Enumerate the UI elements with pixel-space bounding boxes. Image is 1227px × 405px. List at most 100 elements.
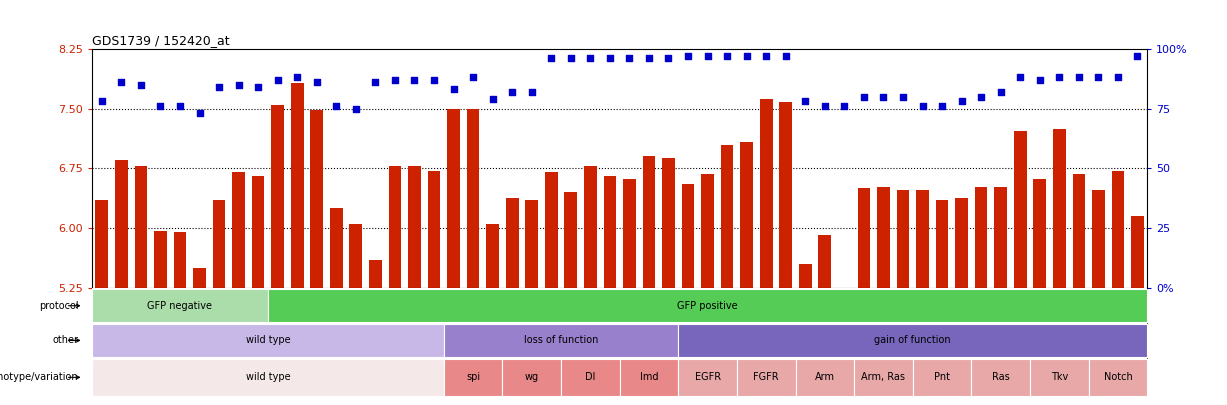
Bar <box>799 264 811 405</box>
Point <box>267 77 287 83</box>
Point <box>1069 74 1088 81</box>
Point <box>775 53 795 59</box>
Bar <box>291 83 303 405</box>
Bar <box>212 200 226 405</box>
Bar <box>271 104 283 405</box>
Bar <box>1092 190 1104 405</box>
Bar <box>369 260 382 405</box>
Text: Arm: Arm <box>815 372 834 382</box>
Point <box>366 79 385 85</box>
Bar <box>232 173 245 405</box>
Bar <box>350 224 362 405</box>
Point <box>541 55 561 62</box>
Point <box>874 93 893 100</box>
Bar <box>466 109 480 405</box>
Point <box>679 53 698 59</box>
Bar <box>917 190 929 405</box>
Bar <box>620 358 679 396</box>
Bar <box>795 358 854 396</box>
Bar <box>92 289 267 322</box>
Text: protocol: protocol <box>39 301 79 311</box>
Bar <box>838 291 850 405</box>
Text: Pnt: Pnt <box>934 372 950 382</box>
Bar <box>444 324 679 357</box>
Point <box>92 98 112 104</box>
Bar <box>1131 216 1144 405</box>
Bar <box>96 200 108 405</box>
Point <box>854 93 874 100</box>
Bar <box>679 324 1147 357</box>
Bar <box>974 187 988 405</box>
Bar <box>92 324 444 357</box>
Text: Tkv: Tkv <box>1050 372 1067 382</box>
Bar <box>584 166 596 405</box>
Bar <box>486 224 499 405</box>
Point <box>933 103 952 109</box>
Point <box>834 103 854 109</box>
Point <box>210 84 229 90</box>
Bar <box>643 156 655 405</box>
Point <box>815 103 834 109</box>
Bar <box>502 358 561 396</box>
Bar <box>740 142 753 405</box>
Bar <box>1072 174 1085 405</box>
Point <box>1128 53 1147 59</box>
Bar <box>92 358 444 396</box>
Point <box>893 93 913 100</box>
Point <box>482 96 502 102</box>
Bar <box>604 177 616 405</box>
Point <box>444 86 464 93</box>
Point <box>190 110 210 117</box>
Text: Imd: Imd <box>639 372 658 382</box>
Bar <box>173 232 187 405</box>
Point <box>228 81 248 88</box>
Bar <box>545 173 557 405</box>
Point <box>326 103 346 109</box>
Point <box>131 81 151 88</box>
Text: GDS1739 / 152420_at: GDS1739 / 152420_at <box>92 34 229 47</box>
Point <box>795 98 815 104</box>
Point <box>600 55 620 62</box>
Bar <box>682 184 694 405</box>
Bar <box>972 358 1029 396</box>
Bar <box>564 192 577 405</box>
Point <box>1049 74 1069 81</box>
Text: Dl: Dl <box>585 372 595 382</box>
Point <box>248 84 267 90</box>
Bar <box>679 358 737 396</box>
Bar <box>1014 131 1027 405</box>
Point <box>502 89 521 95</box>
Bar <box>409 166 421 405</box>
Point <box>972 93 991 100</box>
Point <box>659 55 679 62</box>
Bar <box>663 158 675 405</box>
Point <box>580 55 600 62</box>
Text: EGFR: EGFR <box>694 372 720 382</box>
Text: spi: spi <box>466 372 480 382</box>
Point <box>112 79 131 85</box>
Bar <box>720 145 734 405</box>
Text: gain of function: gain of function <box>875 335 951 345</box>
Bar <box>115 160 128 405</box>
Point <box>287 74 307 81</box>
Bar <box>389 166 401 405</box>
Bar <box>877 187 890 405</box>
Point <box>464 74 483 81</box>
Bar <box>561 358 620 396</box>
Bar <box>994 187 1007 405</box>
Bar <box>913 358 972 396</box>
Bar <box>858 188 870 405</box>
Bar <box>444 358 502 396</box>
Bar <box>447 109 460 405</box>
Text: FGFR: FGFR <box>753 372 779 382</box>
Point <box>913 103 933 109</box>
Bar <box>623 179 636 405</box>
Text: Notch: Notch <box>1103 372 1133 382</box>
Point <box>307 79 326 85</box>
Bar <box>701 174 714 405</box>
Text: loss of function: loss of function <box>524 335 599 345</box>
Bar <box>330 209 342 405</box>
Point <box>718 53 737 59</box>
Point <box>952 98 972 104</box>
Point <box>521 89 541 95</box>
